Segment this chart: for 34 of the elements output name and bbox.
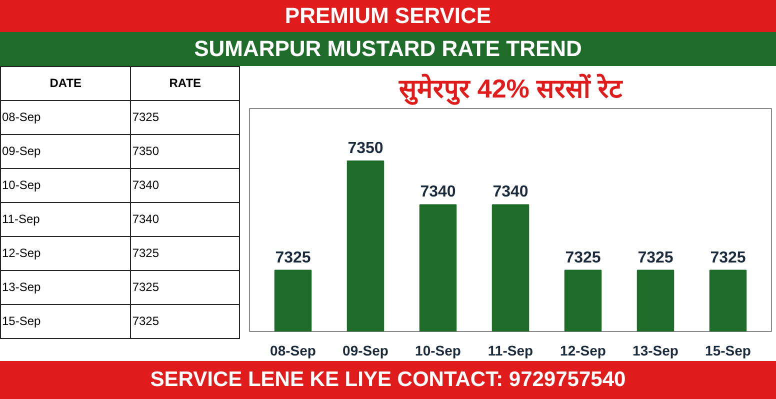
x-tick-label: 11-Sep (488, 342, 534, 358)
x-tick-label: 09-Sep (342, 342, 388, 358)
x-tick-label: 08-Sep (270, 342, 316, 358)
x-tick-label: 13-Sep (632, 342, 678, 358)
x-tick-label: 10-Sep (415, 342, 461, 358)
data-label: 7340 (420, 184, 456, 201)
category-label: 10-Sep (2, 178, 41, 192)
text: DATE (0, 66, 131, 100)
category-label: 13-Sep (2, 280, 41, 294)
text: PREMIUM SERVICE (284, 2, 492, 30)
category-label: 15-Sep (2, 314, 41, 328)
data-label: 7325 (565, 249, 601, 266)
data-label: 7325 (638, 249, 674, 266)
text: 7340 (132, 212, 160, 226)
text: RATE (130, 66, 240, 100)
x-tick-label: 15-Sep (705, 342, 751, 358)
data-label: 7350 (348, 140, 384, 157)
chart-title: सुमेरपुर 42% सरसों रेट (398, 74, 623, 106)
category-label: 09-Sep (2, 144, 41, 158)
category-label: 08-Sep (2, 110, 41, 124)
text: 7325 (132, 280, 160, 294)
data-label: 7325 (710, 249, 746, 266)
category-label: 11-Sep (2, 212, 40, 226)
text: SERVICE LENE KE LIYE CONTACT: 9729757540 (150, 367, 626, 393)
x-tick-label: 12-Sep (560, 342, 606, 358)
text: 7350 (132, 144, 160, 158)
text: 7325 (132, 314, 160, 328)
data-label: 7325 (275, 249, 311, 266)
data-label: 7340 (492, 184, 528, 201)
chart-subtitle: SUMARPUR MUSTARD RATE TREND (194, 35, 582, 63)
text: 7325 (132, 110, 160, 124)
text: 7340 (132, 178, 160, 192)
category-label: 12-Sep (2, 246, 41, 260)
text: 7325 (132, 246, 160, 260)
